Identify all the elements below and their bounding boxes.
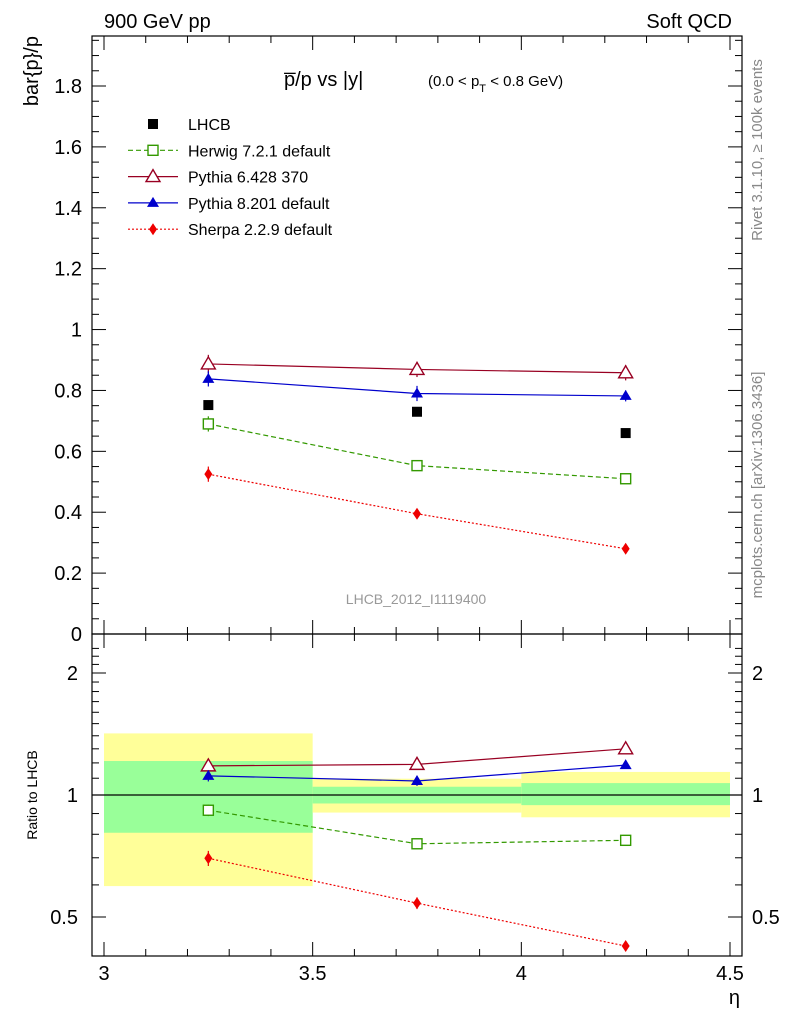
bottom-point-series-3: [621, 940, 630, 953]
bottom-point-series-1: [408, 755, 426, 771]
top-panel-series: [200, 354, 634, 555]
top-y-tick-label: 1.2: [54, 259, 82, 281]
band-inner-2: [521, 783, 730, 806]
legend-marker: [144, 168, 162, 183]
bottom-y-tick-label-left: 2: [67, 663, 78, 685]
chart-title: p̅/p vs |y| (0.0 < pT < 0.8 GeV): [284, 69, 563, 95]
bottom-y-tick-label-left: 1: [67, 785, 78, 807]
bottom-point-series-0: [202, 804, 215, 816]
bottom-point-series-0: [411, 838, 423, 850]
top-data-point: [412, 406, 422, 417]
bottom-point-series-2: [411, 774, 423, 785]
y-axis-label-bottom: Ratio to LHCB: [24, 750, 40, 839]
bottom-point-series-0: [619, 834, 632, 847]
top-data-point: [203, 400, 214, 411]
analysis-label: LHCB_2012_I1119400: [346, 591, 487, 607]
top-point-series-2: [202, 372, 215, 383]
bottom-point-series-3: [204, 852, 213, 865]
top-point-series-0: [411, 459, 423, 472]
axes: 3 3.5 4 4.5 0 0.2 0.4 0.6 0.8 1 1.2 1.4 1.6 1.8 0.5 0.5…: [50, 35, 780, 985]
top-y-tick-label: 1.8: [54, 76, 82, 98]
top-y-tick-label: 0.6: [54, 441, 82, 463]
chart-title-sub-b: T: [479, 83, 486, 95]
top-point-series-1: [408, 361, 426, 376]
top-point-series-2: [619, 389, 632, 400]
legend: LHCB Herwig 7.2.1 default Pythia 6.428 370…: [128, 117, 333, 239]
bottom-point-series-1: [617, 740, 634, 755]
header-right-label: Soft QCD: [646, 11, 732, 33]
y-axis-label-top: bar{p}/p: [21, 36, 43, 106]
top-y-tick-label: 0: [71, 624, 82, 646]
top-point-series-1: [617, 364, 634, 379]
legend-entry-label: LHCB: [188, 117, 231, 134]
x-tick-label: 3.5: [299, 963, 327, 985]
bottom-y-tick-label-left: 0.5: [50, 907, 78, 929]
bottom-y-tick-label-right: 2: [752, 663, 763, 685]
top-y-tick-label: 1.6: [54, 137, 82, 159]
top-y-tick-label: 0.8: [54, 380, 82, 402]
chart-title-main: p̅/p vs |y|: [284, 69, 363, 91]
x-axis-label: η: [729, 987, 740, 1009]
bottom-y-tick-label-right: 0.5: [752, 907, 780, 929]
chart-title-sub-c: < 0.8 GeV): [486, 73, 563, 90]
bottom-point-series-2: [202, 769, 215, 780]
bottom-y-tick-label-right: 1: [752, 785, 763, 807]
header-left-label: 900 GeV pp: [104, 11, 211, 33]
bottom-point-series-3: [413, 897, 421, 910]
top-point-series-3: [204, 468, 213, 481]
x-tick-label: 4.5: [716, 963, 744, 985]
top-point-series-0: [202, 418, 215, 430]
legend-marker: [147, 144, 159, 157]
bottom-point-series-2: [619, 759, 632, 770]
legend-marker: [147, 196, 159, 207]
top-point-series-0: [619, 473, 632, 485]
top-y-tick-label: 1: [71, 320, 82, 342]
legend-entry-label: Pythia 6.428 370: [188, 170, 308, 187]
top-y-tick-label: 0.4: [54, 502, 82, 524]
legend-marker: [149, 223, 157, 236]
legend-entry-label: Sherpa 2.2.9 default: [188, 222, 333, 239]
legend-entry-label: Pythia 8.201 default: [188, 196, 330, 213]
legend-marker: [148, 119, 158, 129]
top-point-series-3: [621, 542, 630, 555]
top-y-tick-label: 1.4: [54, 198, 82, 220]
top-y-tick-label: 0.2: [54, 563, 82, 585]
x-tick-label: 4: [516, 963, 527, 985]
top-point-series-1: [200, 355, 217, 370]
x-tick-label: 3: [98, 963, 109, 985]
top-data-point: [620, 428, 631, 439]
top-point-series-3: [413, 507, 421, 520]
legend-entry-label: Herwig 7.2.1 default: [188, 143, 331, 160]
rivet-version-label: Rivet 3.1.10, ≥ 100k events: [749, 59, 766, 241]
chart-title-sub-a: (0.0 < p: [428, 73, 479, 90]
bottom-panel-series: [200, 740, 634, 953]
mcplots-label: mcplots.cern.ch [arXiv:1306.3436]: [749, 372, 766, 599]
chart-title-sub: (0.0 < pT < 0.8 GeV): [428, 73, 563, 95]
top-point-series-2: [411, 387, 423, 398]
